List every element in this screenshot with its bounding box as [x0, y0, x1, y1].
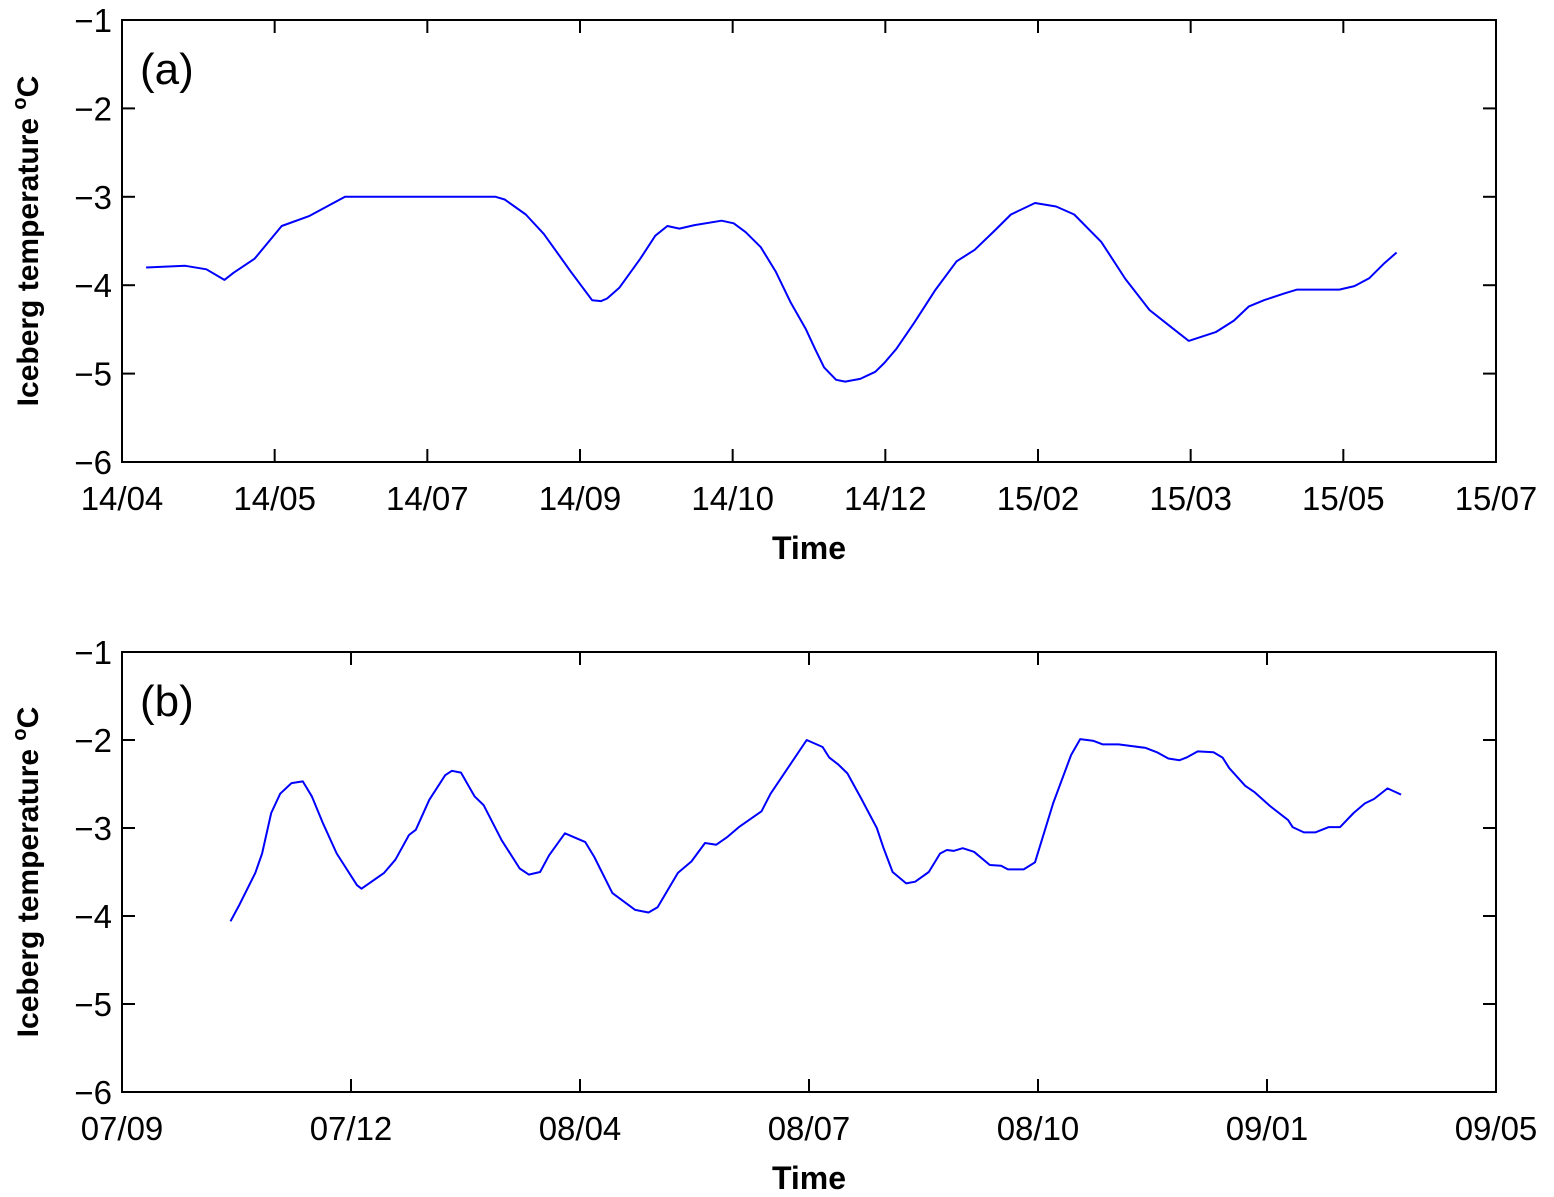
y-axis-label-text: Iceberg temperature	[12, 741, 45, 1038]
chart-panel-1: −1 −2 −3 −4 −5 −607/09 07/12 08/04 08/07 08/10 09/…	[9, 634, 1537, 1196]
panel-label: (a)	[140, 45, 194, 94]
y-axis-label: Iceberg temperature oC	[9, 707, 45, 1038]
x-tick-label: 14/07	[386, 480, 469, 517]
panel-label: (b)	[140, 677, 194, 726]
x-tick-label: 14/10	[691, 480, 774, 517]
y-tick-label: −6	[74, 1074, 112, 1111]
temperature-series-line	[229, 738, 1402, 922]
y-tick-label: −2	[74, 90, 112, 127]
y-tick-label: −4	[74, 898, 112, 935]
y-tick-label: −5	[74, 356, 112, 393]
x-tick-label: 09/01	[1226, 1110, 1309, 1147]
x-tick-label: 15/02	[997, 480, 1080, 517]
y-axis-label-text: Iceberg temperature	[12, 110, 45, 407]
x-tick-label: 09/05	[1455, 1110, 1538, 1147]
x-tick-label: 14/12	[844, 480, 927, 517]
y-tick-label: −3	[74, 810, 112, 847]
y-tick-label: −4	[74, 267, 112, 304]
x-tick-label: 14/05	[233, 480, 316, 517]
x-tick-label: 08/10	[997, 1110, 1080, 1147]
y-axis-unit-letter: C	[12, 76, 45, 98]
y-tick-label: −1	[74, 634, 112, 671]
plot-area	[121, 19, 1497, 463]
x-tick-label: 15/03	[1149, 480, 1232, 517]
x-tick-label: 14/04	[81, 480, 164, 517]
y-tick-label: −1	[74, 2, 112, 39]
x-tick-label: 08/04	[539, 1110, 622, 1147]
plot-area	[121, 651, 1497, 1093]
x-axis-label: Time	[772, 1160, 846, 1196]
x-tick-label: 15/07	[1455, 480, 1538, 517]
y-axis-unit-degree: o	[9, 728, 31, 740]
x-tick-label: 14/09	[539, 480, 622, 517]
y-axis-label: Iceberg temperature oC	[9, 76, 45, 407]
x-tick-label: 15/05	[1302, 480, 1385, 517]
y-axis-unit-degree: o	[9, 97, 31, 109]
y-tick-label: −6	[74, 444, 112, 481]
chart-panel-0: −1 −2 −3 −4 −5 −614/04 14/05 14/07 14/09 14/10 14/…	[9, 2, 1537, 566]
y-axis-unit-letter: C	[12, 707, 45, 729]
x-tick-label: 08/07	[768, 1110, 851, 1147]
temperature-series-line	[146, 195, 1398, 383]
x-axis-label: Time	[772, 530, 846, 566]
y-tick-label: −5	[74, 986, 112, 1023]
y-tick-label: −2	[74, 722, 112, 759]
x-tick-label: 07/09	[81, 1110, 164, 1147]
x-tick-label: 07/12	[310, 1110, 393, 1147]
y-tick-label: −3	[74, 179, 112, 216]
